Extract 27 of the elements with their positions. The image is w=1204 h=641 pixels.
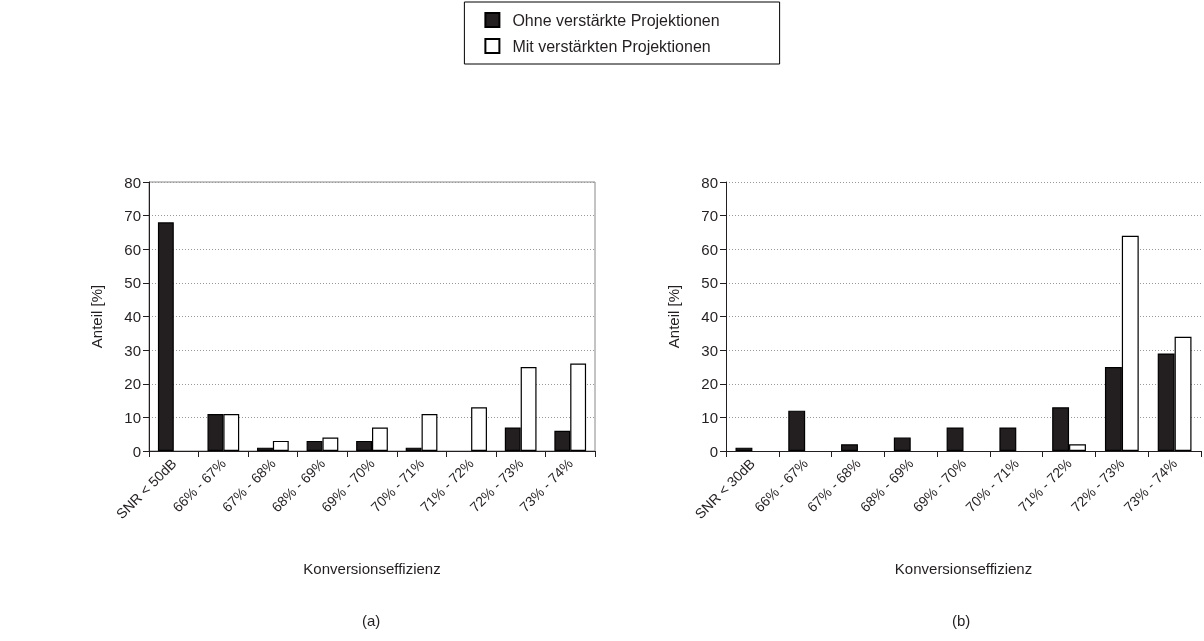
y-tick-label: 70 [124,207,141,225]
text: (a) [362,612,381,629]
legend-label: Mit verstärkten Projektionen [512,37,711,55]
y-tick-label: 20 [701,375,718,393]
y-tick-label: 10 [124,408,141,426]
y-tick-label: 80 [124,173,141,191]
y-tick-label: 20 [124,375,141,393]
y-tick-label: 30 [701,341,718,359]
y-tick-label: 30 [124,341,141,359]
x-axis-title: Konversionseffizienz [303,560,441,577]
y-tick-label: 0 [132,442,141,460]
y-tick-label: 40 [124,308,141,325]
y-axis-title: Anteil [%] [665,284,682,349]
y-tick-label: 50 [701,274,718,292]
x-axis-title: Konversionseffizienz [894,560,1033,577]
bar [471,407,487,451]
y-tick-label: 80 [701,173,718,191]
y-tick-label: 50 [124,274,141,292]
text: (b) [952,612,971,629]
y-tick-label: 60 [701,240,718,258]
y-axis-title: Anteil [%] [88,284,105,349]
y-tick-label: 70 [701,207,718,225]
legend-label: Ohne verstärkte Projektionen [512,11,720,29]
y-tick-label: 0 [709,442,718,460]
y-tick-label: 10 [701,408,718,426]
y-tick-label: 40 [701,308,718,325]
y-tick-label: 60 [124,240,141,258]
